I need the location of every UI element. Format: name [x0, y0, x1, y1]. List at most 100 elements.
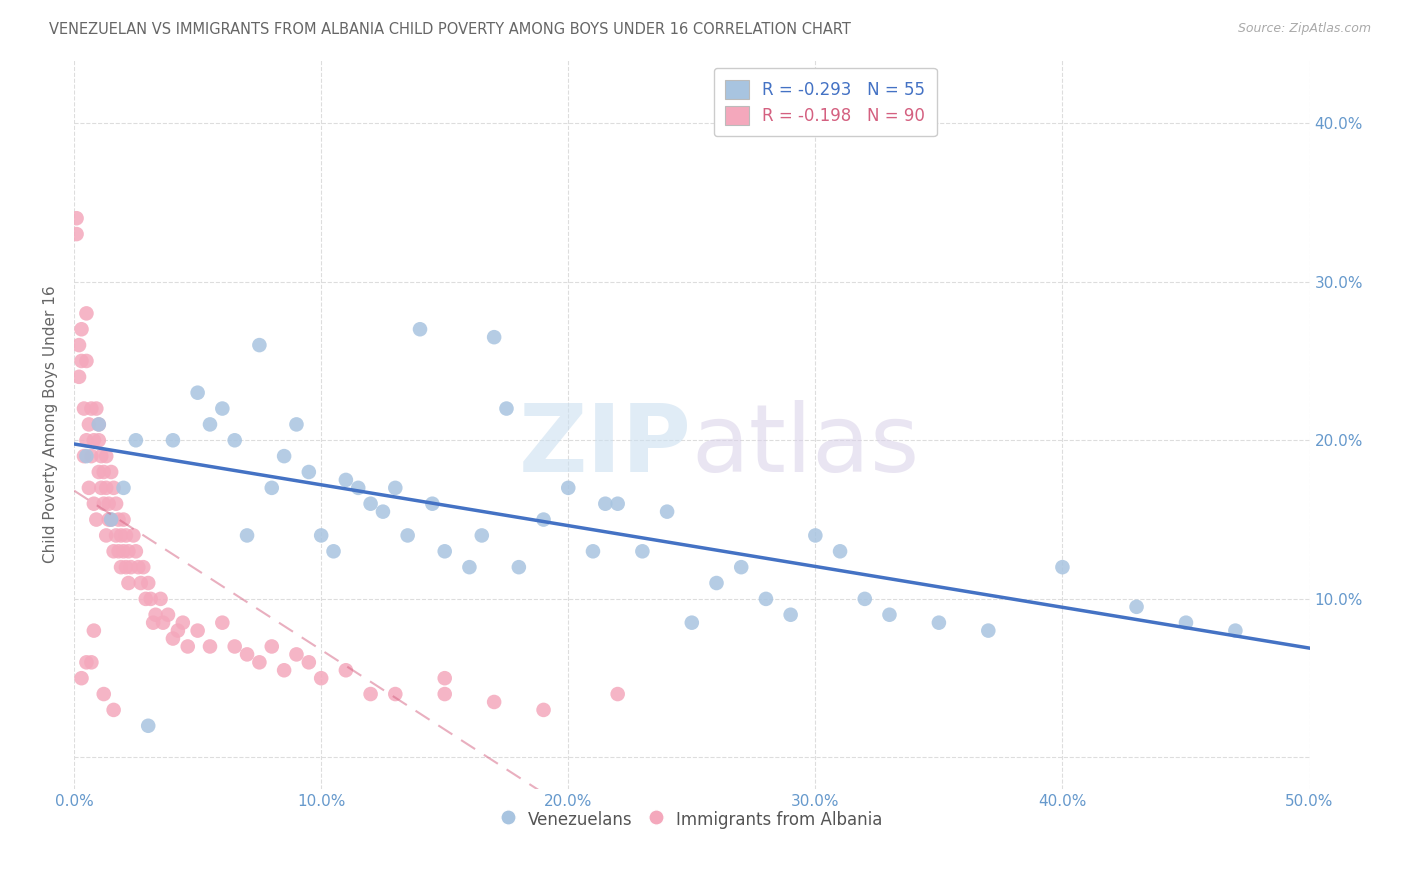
Point: [96, 449, 118, 463]
Point: [706, 576, 728, 591]
Point: [80, 656, 103, 670]
Point: [142, 615, 165, 630]
Point: [247, 656, 270, 670]
Point: [1052, 560, 1074, 574]
Point: [247, 338, 270, 352]
Point: [298, 656, 321, 670]
Point: [75, 354, 97, 368]
Point: [162, 632, 184, 646]
Point: [211, 615, 233, 630]
Point: [122, 528, 145, 542]
Point: [103, 703, 125, 717]
Point: [606, 497, 628, 511]
Point: [149, 591, 172, 606]
Point: [879, 607, 901, 622]
Point: [135, 591, 157, 606]
Point: [93, 465, 115, 479]
Point: [224, 640, 246, 654]
Point: [655, 505, 678, 519]
Point: [187, 624, 209, 638]
Point: [347, 481, 370, 495]
Point: [360, 497, 382, 511]
Point: [853, 591, 876, 606]
Point: [136, 576, 159, 591]
Point: [87, 465, 110, 479]
Point: [977, 624, 1000, 638]
Point: [115, 528, 138, 542]
Point: [606, 687, 628, 701]
Point: [77, 481, 100, 495]
Point: [100, 465, 122, 479]
Point: [804, 528, 827, 542]
Point: [1225, 624, 1247, 638]
Point: [70, 354, 93, 368]
Point: [96, 528, 118, 542]
Point: [335, 473, 357, 487]
Point: [187, 385, 209, 400]
Point: [495, 401, 517, 416]
Point: [285, 648, 308, 662]
Point: [112, 544, 135, 558]
Point: [110, 528, 132, 542]
Point: [755, 591, 778, 606]
Point: [65, 211, 87, 226]
Point: [371, 505, 394, 519]
Point: [75, 434, 97, 448]
Point: [1175, 615, 1198, 630]
Point: [139, 591, 162, 606]
Point: [433, 671, 456, 685]
Point: [125, 544, 148, 558]
Point: [260, 481, 283, 495]
Point: [90, 449, 112, 463]
Point: [70, 322, 93, 336]
Point: [100, 512, 122, 526]
Point: [75, 449, 97, 463]
Point: [83, 497, 105, 511]
Point: [482, 330, 505, 344]
Point: [730, 560, 752, 574]
Point: [260, 640, 283, 654]
Point: [360, 687, 382, 701]
Point: [83, 434, 105, 448]
Legend: Venezuelans, Immigrants from Albania: Venezuelans, Immigrants from Albania: [495, 803, 889, 836]
Point: [87, 417, 110, 432]
Point: [533, 512, 555, 526]
Text: VENEZUELAN VS IMMIGRANTS FROM ALBANIA CHILD POVERTY AMONG BOYS UNDER 16 CORRELAT: VENEZUELAN VS IMMIGRANTS FROM ALBANIA CH…: [49, 22, 851, 37]
Point: [152, 615, 174, 630]
Point: [67, 338, 90, 352]
Point: [533, 703, 555, 717]
Text: Source: ZipAtlas.com: Source: ZipAtlas.com: [1237, 22, 1371, 36]
Point: [73, 401, 96, 416]
Point: [156, 607, 179, 622]
Point: [112, 512, 135, 526]
Point: [508, 560, 530, 574]
Point: [335, 663, 357, 677]
Point: [86, 401, 108, 416]
Point: [110, 560, 132, 574]
Point: [96, 481, 118, 495]
Point: [90, 481, 112, 495]
Point: [80, 401, 103, 416]
Point: [198, 640, 221, 654]
Point: [162, 434, 184, 448]
Point: [97, 497, 120, 511]
Point: [127, 560, 149, 574]
Point: [396, 528, 419, 542]
Point: [236, 528, 259, 542]
Point: [273, 663, 295, 677]
Point: [103, 544, 125, 558]
Point: [87, 434, 110, 448]
Point: [136, 719, 159, 733]
Point: [285, 417, 308, 432]
Point: [83, 624, 105, 638]
Point: [681, 615, 703, 630]
Point: [100, 512, 122, 526]
Point: [117, 576, 139, 591]
Text: atlas: atlas: [692, 401, 920, 492]
Point: [145, 607, 167, 622]
Point: [112, 481, 135, 495]
Point: [471, 528, 494, 542]
Point: [117, 544, 139, 558]
Point: [298, 465, 321, 479]
Point: [93, 497, 115, 511]
